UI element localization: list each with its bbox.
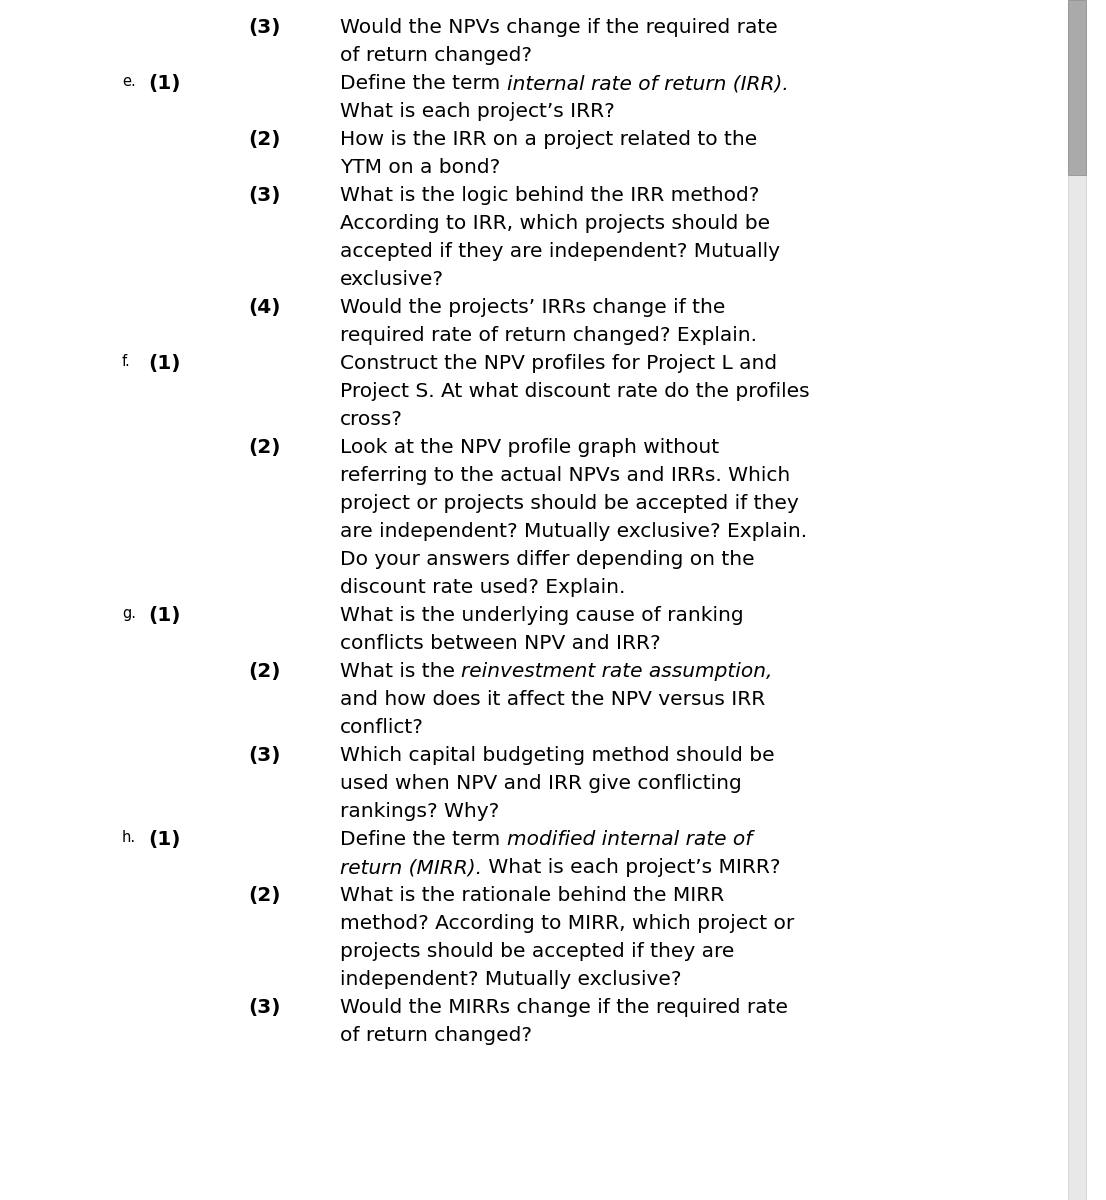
Text: Look at the NPV profile graph without: Look at the NPV profile graph without xyxy=(340,438,719,457)
Text: Would the NPVs change if the required rate: Would the NPVs change if the required ra… xyxy=(340,18,778,37)
Text: According to IRR, which projects should be: According to IRR, which projects should … xyxy=(340,214,770,233)
Text: Would the MIRRs change if the required rate: Would the MIRRs change if the required r… xyxy=(340,998,787,1018)
Text: Define the term: Define the term xyxy=(340,830,507,850)
Text: of return changed?: of return changed? xyxy=(340,1026,532,1045)
Text: rankings? Why?: rankings? Why? xyxy=(340,802,499,821)
Text: What is the underlying cause of ranking: What is the underlying cause of ranking xyxy=(340,606,743,625)
Text: f.: f. xyxy=(122,354,131,370)
Text: required rate of return changed? Explain.: required rate of return changed? Explain… xyxy=(340,326,757,346)
Text: How is the IRR on a project related to the: How is the IRR on a project related to t… xyxy=(340,130,758,149)
Text: method? According to MIRR, which project or: method? According to MIRR, which project… xyxy=(340,914,794,934)
Text: discount rate used? Explain.: discount rate used? Explain. xyxy=(340,578,625,596)
Text: What is each project’s MIRR?: What is each project’s MIRR? xyxy=(482,858,781,877)
Text: accepted if they are independent? Mutually: accepted if they are independent? Mutual… xyxy=(340,242,780,260)
Text: e.: e. xyxy=(122,74,136,89)
Text: g.: g. xyxy=(122,606,136,622)
Text: cross?: cross? xyxy=(340,410,403,428)
Text: (3): (3) xyxy=(248,998,281,1018)
Text: Project S. At what discount rate do the profiles: Project S. At what discount rate do the … xyxy=(340,382,810,401)
Text: independent? Mutually exclusive?: independent? Mutually exclusive? xyxy=(340,970,681,989)
Text: (2): (2) xyxy=(248,662,281,680)
Text: are independent? Mutually exclusive? Explain.: are independent? Mutually exclusive? Exp… xyxy=(340,522,807,541)
Text: exclusive?: exclusive? xyxy=(340,270,444,289)
Text: (2): (2) xyxy=(248,886,281,905)
Text: projects should be accepted if they are: projects should be accepted if they are xyxy=(340,942,734,961)
Text: conflict?: conflict? xyxy=(340,718,424,737)
Text: of return changed?: of return changed? xyxy=(340,46,532,65)
Text: What is the: What is the xyxy=(340,662,461,680)
Text: (2): (2) xyxy=(248,130,281,149)
Text: Do your answers differ depending on the: Do your answers differ depending on the xyxy=(340,550,754,569)
Text: (3): (3) xyxy=(248,746,281,766)
Text: reinvestment rate assumption,: reinvestment rate assumption, xyxy=(461,662,773,680)
Text: modified internal rate of: modified internal rate of xyxy=(507,830,752,850)
Text: referring to the actual NPVs and IRRs. Which: referring to the actual NPVs and IRRs. W… xyxy=(340,466,791,485)
Text: conflicts between NPV and IRR?: conflicts between NPV and IRR? xyxy=(340,634,660,653)
Bar xyxy=(1068,0,1086,175)
Text: (1): (1) xyxy=(148,830,180,850)
Text: internal rate of return (IRR).: internal rate of return (IRR). xyxy=(507,74,789,92)
Text: What is each project’s IRR?: What is each project’s IRR? xyxy=(340,102,615,121)
Text: Construct the NPV profiles for Project L and: Construct the NPV profiles for Project L… xyxy=(340,354,778,373)
Text: Would the projects’ IRRs change if the: Would the projects’ IRRs change if the xyxy=(340,298,726,317)
Text: Define the term: Define the term xyxy=(340,74,507,92)
Text: YTM on a bond?: YTM on a bond? xyxy=(340,158,500,176)
Text: (1): (1) xyxy=(148,74,180,92)
Text: return (MIRR).: return (MIRR). xyxy=(340,858,482,877)
Text: (4): (4) xyxy=(248,298,281,317)
Text: (3): (3) xyxy=(248,18,281,37)
Text: used when NPV and IRR give conflicting: used when NPV and IRR give conflicting xyxy=(340,774,742,793)
Text: What is the rationale behind the MIRR: What is the rationale behind the MIRR xyxy=(340,886,724,905)
Text: h.: h. xyxy=(122,830,136,845)
Text: Which capital budgeting method should be: Which capital budgeting method should be xyxy=(340,746,774,766)
Text: (2): (2) xyxy=(248,438,281,457)
Text: (3): (3) xyxy=(248,186,281,205)
Text: What is the logic behind the IRR method?: What is the logic behind the IRR method? xyxy=(340,186,760,205)
Bar xyxy=(1068,0,1086,1200)
Text: project or projects should be accepted if they: project or projects should be accepted i… xyxy=(340,494,799,514)
Text: and how does it affect the NPV versus IRR: and how does it affect the NPV versus IR… xyxy=(340,690,765,709)
Text: (1): (1) xyxy=(148,354,180,373)
Text: (1): (1) xyxy=(148,606,180,625)
